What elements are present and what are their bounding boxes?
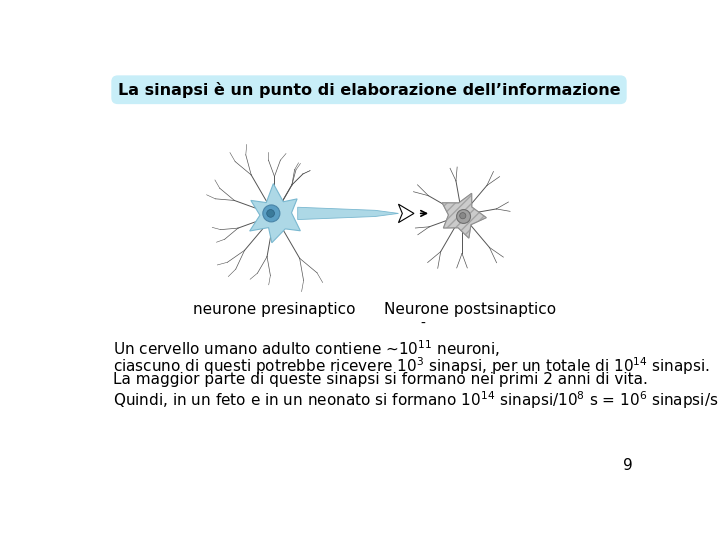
Text: neurone presinaptico: neurone presinaptico [193,302,356,317]
Circle shape [263,205,280,222]
Text: Un cervello umano adulto contiene ~$10^{11}$ neuroni,: Un cervello umano adulto contiene ~$10^{… [113,338,500,359]
Circle shape [459,213,466,219]
Text: -: - [420,316,426,330]
Text: La maggior parte di queste sinapsi si formano nei primi 2 anni di vita.: La maggior parte di queste sinapsi si fo… [113,372,648,387]
Polygon shape [442,193,486,238]
Text: 9: 9 [623,458,632,473]
Text: La sinapsi è un punto di elaborazione dell’informazione: La sinapsi è un punto di elaborazione de… [117,82,621,98]
Polygon shape [398,204,414,222]
Polygon shape [442,193,486,238]
Text: Quindi, in un feto e in un neonato si formano $10^{14}$ sinapsi/$10^8$ s = $10^6: Quindi, in un feto e in un neonato si fo… [113,389,720,410]
Polygon shape [297,207,398,220]
Text: Neurone postsinaptico: Neurone postsinaptico [384,302,556,317]
Circle shape [266,210,274,217]
Polygon shape [250,184,300,243]
Text: ciascuno di questi potrebbe ricevere $10^3$ sinapsi, per un totale di $10^{14}$ : ciascuno di questi potrebbe ricevere $10… [113,355,711,377]
Circle shape [456,210,471,224]
